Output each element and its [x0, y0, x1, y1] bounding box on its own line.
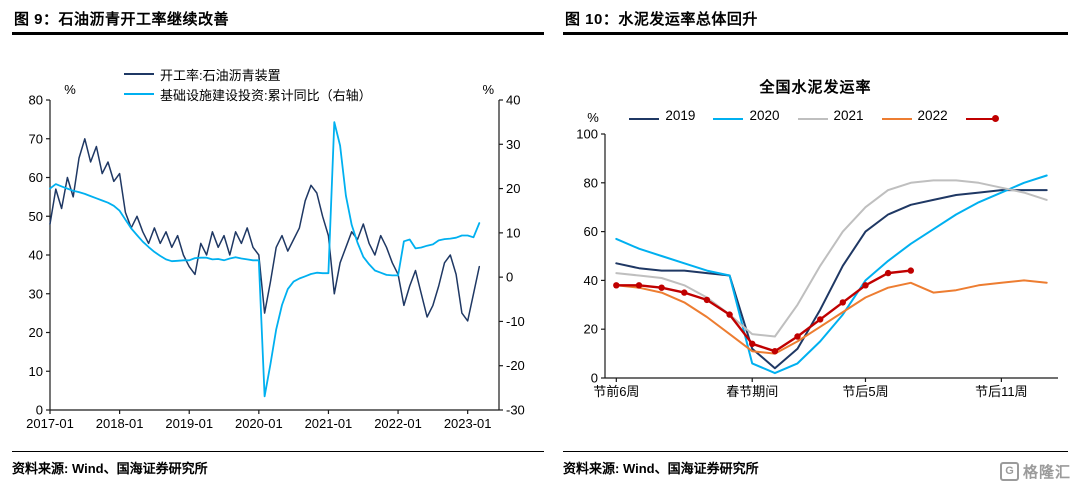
svg-text:2018-01: 2018-01: [96, 416, 144, 431]
svg-text:2022-01: 2022-01: [374, 416, 422, 431]
gelonghui-icon: G: [1000, 462, 1019, 481]
svg-text:30: 30: [29, 286, 43, 301]
svg-text:-10: -10: [506, 314, 525, 329]
figure-9-legend: 开工率:石油沥青装置基础设施建设投资:累计同比（右轴）: [124, 64, 372, 104]
svg-text:2017-01: 2017-01: [26, 416, 74, 431]
legend-line-swatch: [713, 118, 744, 120]
legend-dot-marker: [991, 115, 999, 123]
gelonghui-text: 格隆汇: [1023, 464, 1072, 481]
figure-9-title-rule: [12, 32, 544, 35]
svg-text:50: 50: [29, 209, 43, 224]
figure-9-panel: 图 9：石油沥青开工率继续改善 开工率:石油沥青装置基础设施建设投资:累计同比（…: [12, 8, 544, 486]
svg-text:60: 60: [584, 224, 598, 239]
svg-text:10: 10: [29, 364, 43, 379]
legend-item: [965, 108, 1002, 123]
legend-item: 开工率:石油沥青装置: [124, 64, 372, 84]
figure-10-source-text: 资料来源: Wind、国海证券研究所: [563, 461, 759, 476]
figure-10-panel: 图 10：水泥发运率总体回升 全国水泥发运率 2019 2020 2021 2022 …: [563, 8, 1068, 486]
legend-line-swatch: [124, 73, 154, 75]
svg-text:2023-01: 2023-01: [444, 416, 492, 431]
svg-text:%: %: [64, 82, 76, 97]
legend-line-swatch: [629, 118, 660, 120]
svg-text:20: 20: [29, 325, 43, 340]
svg-text:60: 60: [29, 170, 43, 185]
svg-text:-30: -30: [506, 403, 525, 418]
svg-text:2020-01: 2020-01: [235, 416, 283, 431]
svg-text:80: 80: [584, 175, 598, 190]
figure-10-source: 资料来源: Wind、国海证券研究所: [563, 451, 1068, 477]
svg-text:0: 0: [591, 371, 598, 386]
asphalt-operating-rate-chart: 0 10 20 30 40 50 60 70 80 -30 -20 -10 0 10 20 30 40 2017-…: [26, 82, 525, 431]
svg-text:40: 40: [506, 93, 520, 108]
svg-text:-20: -20: [506, 358, 525, 373]
svg-text:40: 40: [584, 273, 598, 288]
figure-9-source: 资料来源: Wind、国海证券研究所: [12, 451, 544, 477]
legend-line-swatch: [797, 118, 828, 120]
legend-item: 基础设施建设投资:累计同比（右轴）: [124, 84, 372, 104]
svg-text:40: 40: [29, 248, 43, 263]
svg-text:10: 10: [506, 225, 520, 240]
legend-label: 基础设施建设投资:累计同比（右轴）: [160, 87, 372, 103]
legend-line-swatch: [881, 118, 912, 120]
svg-text:2019-01: 2019-01: [165, 416, 213, 431]
figure-10-legend: 2019 2020 2021 2022: [563, 108, 1068, 123]
legend-label: 开工率:石油沥青装置: [160, 67, 281, 83]
svg-text:100: 100: [576, 127, 598, 142]
legend-item: 2022: [881, 108, 948, 123]
legend-label: 2020: [749, 108, 780, 123]
legend-label: 2021: [833, 108, 864, 123]
svg-text:80: 80: [29, 93, 43, 108]
figure-9-title: 图 9：石油沥青开工率继续改善: [14, 11, 230, 28]
legend-item: 2019: [629, 108, 695, 123]
svg-text:30: 30: [506, 137, 520, 152]
svg-text:20: 20: [584, 322, 598, 337]
svg-text:节后5周: 节后5周: [842, 384, 888, 399]
cement-chart-title: 全国水泥发运率: [759, 79, 872, 96]
gelonghui-logo: G 格隆汇: [1000, 461, 1071, 482]
svg-text:春节期间: 春节期间: [726, 384, 778, 399]
cement-dispatch-rate-chart: 0 20 40 60 80 100 节前6周 春节期间 节后5周 节后11周%: [576, 110, 1058, 399]
legend-label: 2022: [917, 108, 948, 123]
svg-text:%: %: [482, 82, 494, 97]
svg-text:%: %: [587, 110, 599, 125]
svg-text:节后11周: 节后11周: [975, 384, 1028, 399]
figure-10-title-rule: [563, 32, 1068, 35]
svg-text:2021-01: 2021-01: [305, 416, 353, 431]
legend-label: 2019: [665, 108, 696, 123]
svg-text:20: 20: [506, 181, 520, 196]
legend-line-swatch: [965, 115, 999, 123]
svg-text:70: 70: [29, 131, 43, 146]
svg-text:0: 0: [506, 270, 513, 285]
svg-text:0: 0: [36, 403, 43, 418]
svg-text:节前6周: 节前6周: [593, 384, 639, 399]
legend-line-swatch: [124, 93, 154, 95]
figure-9-source-text: 资料来源: Wind、国海证券研究所: [12, 461, 208, 476]
legend-item: 2020: [713, 108, 780, 123]
legend-item: 2021: [797, 108, 864, 123]
figure-10-title: 图 10：水泥发运率总体回升: [565, 11, 758, 28]
